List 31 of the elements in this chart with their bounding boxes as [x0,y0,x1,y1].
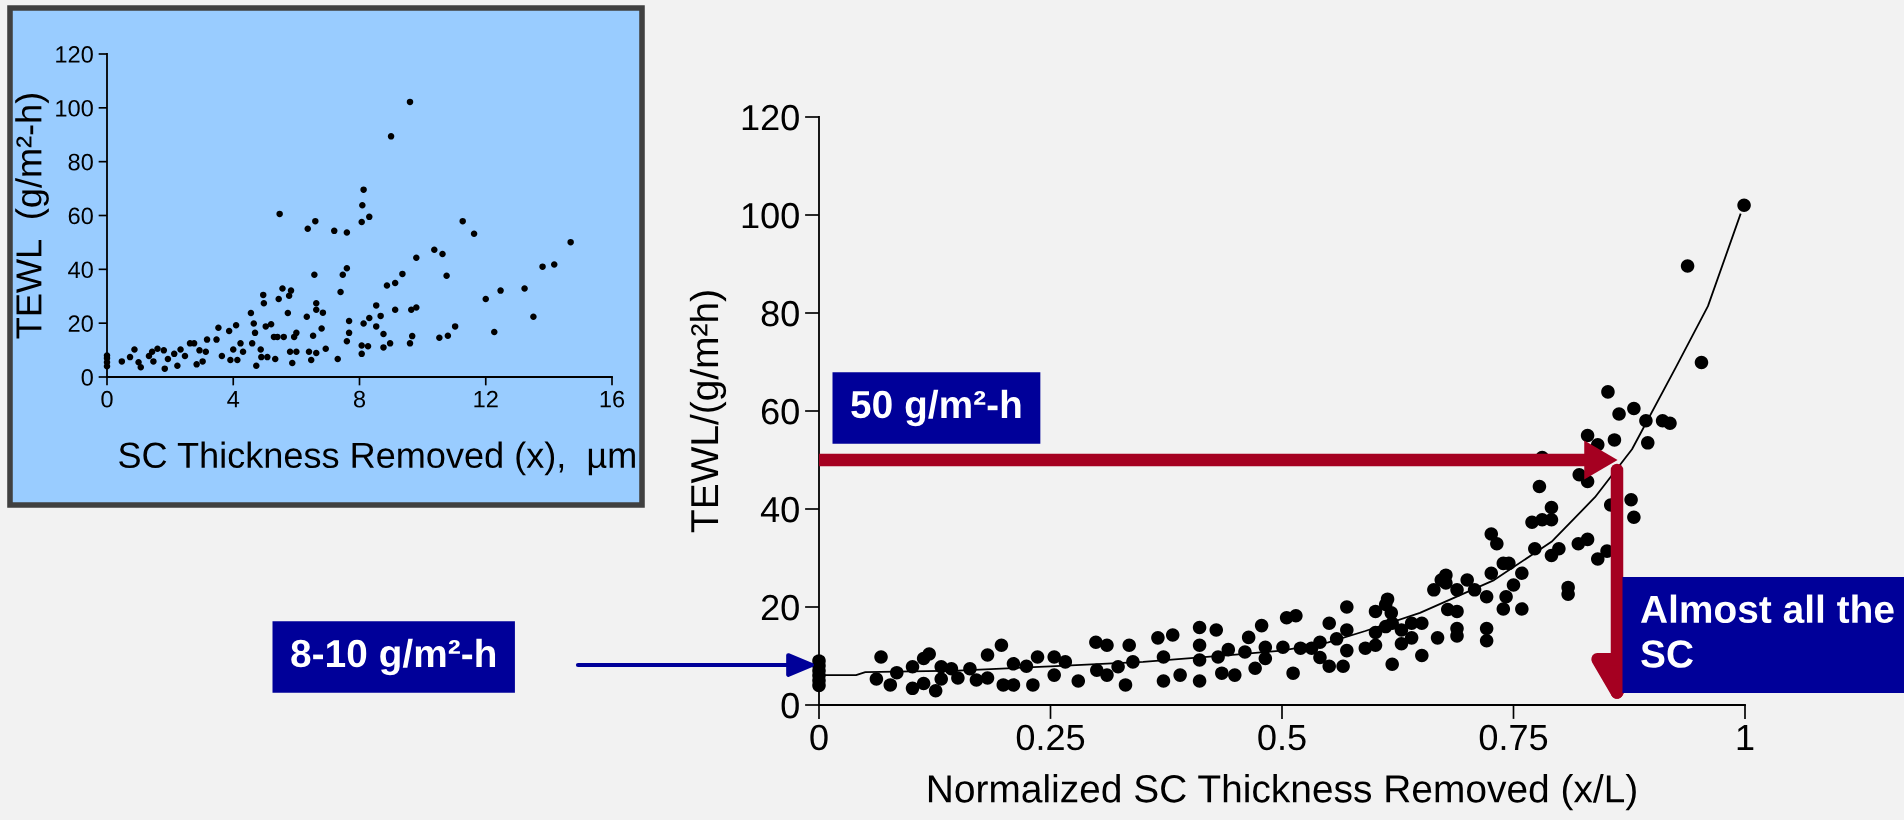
annotation: Almost all the SC [1640,594,1894,668]
ref-line-label: 50 g/m²-h [851,389,1021,427]
x-tick-label: 0 [101,390,113,408]
x-tick-label: 0.75 [1479,724,1548,751]
y-axis-title: TEWL (g/m²-h) [15,94,49,339]
y-tick-label: 120 [742,104,799,131]
y-axis-title: TEWL/(g/m²h) [689,291,727,533]
x-tick-label: 1 [1737,725,1754,750]
x-tick-label: 16 [600,390,625,408]
x-axis-title: Normalized SC Thickness Removed (x/L) [928,774,1636,811]
y-tick-label: 0 [781,692,799,719]
y-tick-label: 20 [68,315,93,332]
y-tick-label: 100 [56,99,93,117]
x-tick-label: 12 [474,390,498,408]
y-tick-label: 100 [742,202,799,229]
x-tick-label: 0.5 [1258,724,1306,751]
x-tick-label: 8 [353,390,366,408]
y-tick-label: 80 [761,300,799,327]
y-tick-label: 60 [68,207,93,225]
y-tick-label: 80 [68,153,93,171]
y-tick-label: 40 [68,261,93,279]
y-tick-label: 120 [56,46,93,63]
y-tick-label: 60 [761,398,799,425]
x-axis-title: SC Thickness Removed (x), µm [119,441,635,476]
x-tick-label: 0 [810,724,828,751]
x-tick-label: 0.25 [1016,724,1085,751]
y-tick-label: 20 [761,594,799,621]
x-tick-label: 4 [227,391,240,408]
y-tick-label: 0 [81,369,93,386]
text: 8-10 g/m²-h [291,638,496,676]
y-tick-label: 40 [760,496,799,523]
